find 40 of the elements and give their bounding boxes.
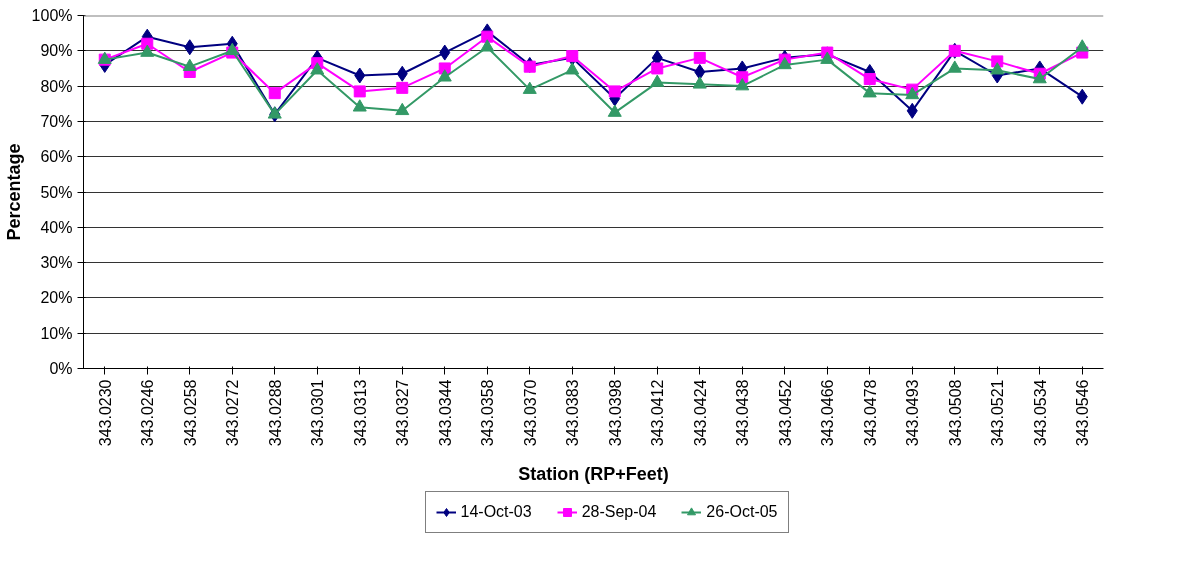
y-tick-label: 50% [40,183,73,201]
y-tick-label: 90% [40,42,73,60]
x-tick-label: 343.0370 [521,379,539,447]
x-tick-label: 343.0258 [181,379,199,447]
x-tick-label: 343.0301 [309,379,327,447]
x-tick-label: 343.0288 [266,379,284,447]
y-tick-label: 0% [49,360,73,377]
x-tick-label: 343.0272 [224,379,242,447]
x-axis-title: Station (RP+Feet) [518,464,669,485]
x-tick-label: 343.0466 [819,379,837,447]
y-axis-title: Percentage [3,143,24,241]
legend-label: 26-Oct-05 [706,503,778,521]
x-tick-label: 343.0230 [96,379,114,447]
x-tick-label: 343.0246 [139,379,157,447]
y-tick-label: 40% [40,218,73,236]
y-tick-label: 20% [40,289,73,307]
legend-label: 14-Oct-03 [460,503,532,521]
x-tick-label: 343.0521 [989,379,1007,447]
y-tick-label: 60% [40,148,73,166]
x-tick-label: 343.0534 [1031,379,1049,447]
x-tick-label: 343.0412 [649,379,667,447]
y-tick-label: 100% [31,7,73,24]
y-tick-label: 80% [40,77,73,95]
x-tick-label: 343.0313 [351,379,369,447]
x-tick-label: 343.0478 [861,379,879,447]
x-tick-label: 343.0327 [394,379,412,447]
x-tick-label: 343.0358 [479,379,497,447]
x-tick-label: 343.0452 [776,379,794,447]
x-tick-label: 343.0398 [606,379,624,447]
x-tick-label: 343.0438 [734,379,752,447]
y-tick-label: 30% [40,254,73,272]
x-tick-label: 343.0344 [436,379,454,447]
legend-label: 28-Sep-04 [581,503,657,521]
x-tick-label: 343.0424 [691,379,709,447]
x-tick-label: 343.0383 [564,379,582,447]
x-tick-label: 343.0546 [1074,379,1092,447]
y-tick-label: 70% [40,112,73,130]
x-tick-label: 343.0493 [904,379,922,447]
x-tick-label: 343.0508 [946,379,964,447]
y-tick-label: 10% [40,324,73,342]
